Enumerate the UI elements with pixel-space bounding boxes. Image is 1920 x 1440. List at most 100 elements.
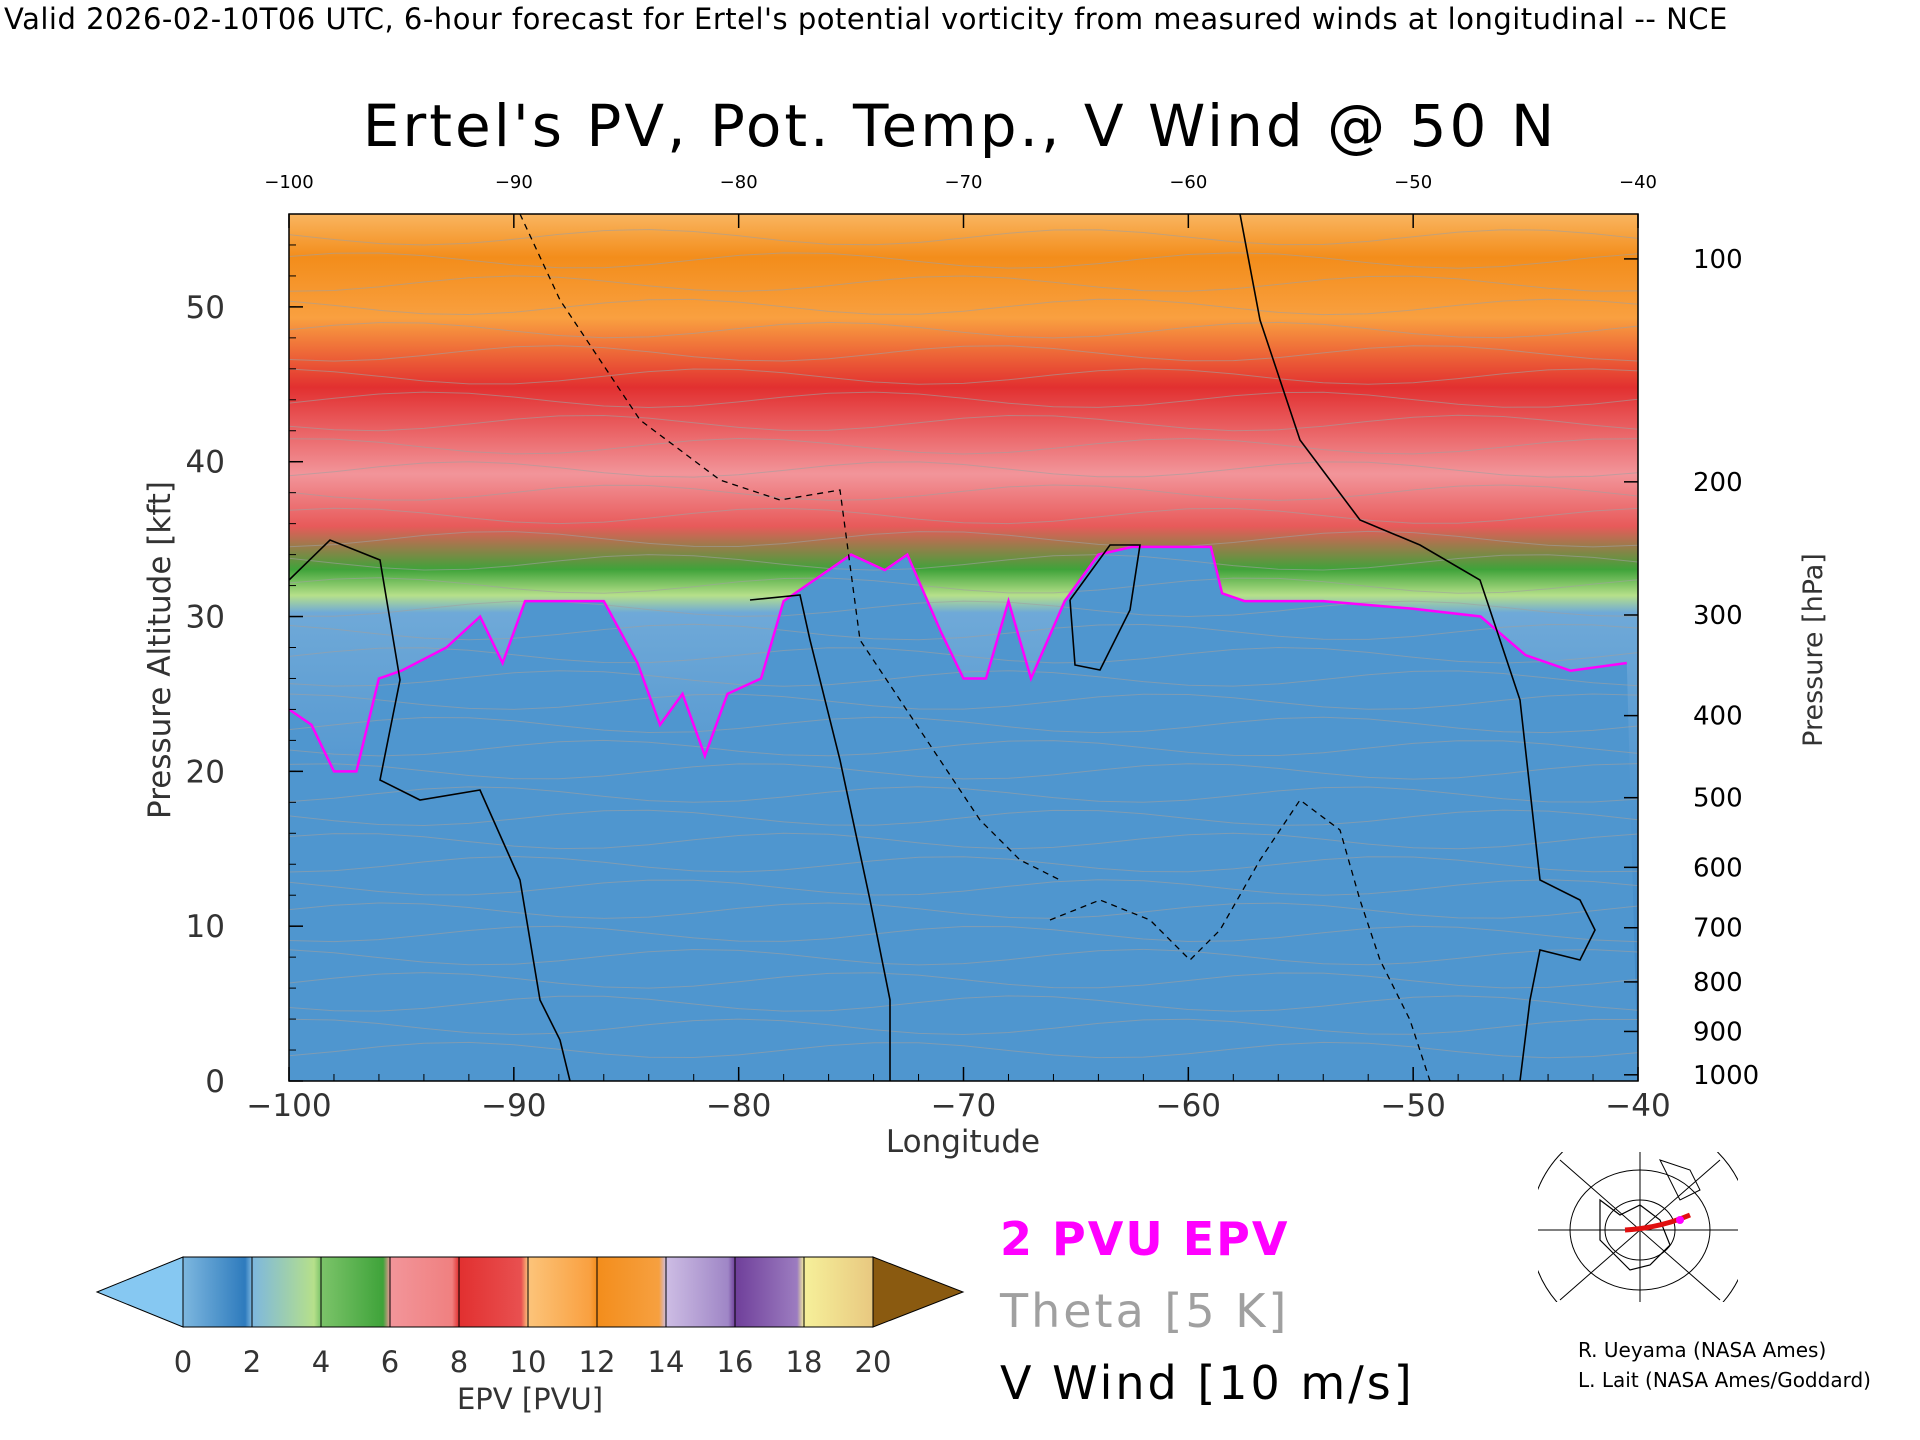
axis-tick-labels: −100 −90 −80 −70 −60 −50 −40 −100 −90 −80 −70 −60 −5…: [186, 172, 1760, 1124]
x-top-tick-label-0: −100: [264, 172, 313, 193]
pressure-tick-label-5: 600: [1693, 853, 1743, 883]
wind-contour-neg-a: [519, 214, 1061, 881]
theta-contour-line: [289, 832, 1638, 850]
wind-contour-0-b: [749, 594, 891, 1081]
x-tick-label-6: −40: [1605, 1088, 1670, 1124]
theta-contour-line: [289, 1018, 1638, 1036]
theta-contour-line: [289, 298, 1638, 316]
theta-contour-line: [289, 414, 1638, 432]
axis-ticks: [288, 213, 1639, 1082]
theta-contour-line: [289, 554, 1638, 571]
x-top-tick-label-3: −70: [945, 172, 983, 193]
stratosphere-fill: [289, 546, 1638, 1081]
plot-title: Ertel's PV, Pot. Temp., V Wind @ 50 N: [362, 92, 1558, 160]
pressure-tick-label-2: 300: [1693, 601, 1743, 631]
pv-2pvu-contour: [289, 545, 1627, 773]
theta-contour-line: [289, 623, 1638, 641]
x-top-tick-label-1: −90: [495, 172, 533, 193]
x-top-tick-label-4: −60: [1169, 172, 1207, 193]
theta-contour-line: [289, 948, 1638, 966]
legend-2pvu: 2 PVU EPV: [1000, 1212, 1290, 1266]
theta-contour-line: [289, 275, 1638, 292]
wind-contour-0-a: [289, 539, 571, 1081]
pressure-tick-label-0: 100: [1693, 245, 1743, 275]
theta-contour-line: [289, 925, 1638, 943]
header-text: Valid 2026-02-10T06 UTC, 6-hour forecast…: [4, 2, 1728, 36]
legend-theta: Theta [5 K]: [1000, 1284, 1290, 1338]
theta-contour-line: [289, 368, 1638, 385]
theta-contour-line: [289, 577, 1638, 594]
theta-contour-line: [289, 391, 1638, 409]
theta-contour-line: [289, 228, 1638, 246]
x-top-tick-label-6: −40: [1619, 172, 1657, 193]
y2-axis-label: Pressure [hPa]: [1798, 553, 1829, 747]
pressure-tick-label-3: 400: [1693, 702, 1743, 732]
y-tick-label-3: 30: [186, 600, 225, 636]
theta-contour-line: [289, 252, 1638, 269]
y-tick-label-5: 50: [186, 290, 225, 326]
y-axis-label: Pressure Altitude [kft]: [142, 481, 178, 819]
colorbar-ticks: 0 2 4 6 8 10 12 14 16 18 20: [174, 1257, 892, 1379]
x-tick-label-5: −50: [1380, 1088, 1445, 1124]
theta-contour-line: [289, 972, 1638, 989]
colorbar-tick-label-9: 18: [786, 1345, 823, 1379]
theta-contour-line: [289, 530, 1638, 548]
pressure-tick-label-4: 500: [1693, 784, 1743, 814]
pressure-tick-label-7: 800: [1693, 968, 1743, 998]
colorbar-over-arrow: [872, 1256, 965, 1328]
wind-contour-0-c: [1239, 214, 1596, 1081]
theta-contour-line: [289, 809, 1638, 827]
pressure-tick-label-9: 1000: [1693, 1061, 1759, 1091]
theta-contour-line: [289, 1041, 1638, 1059]
theta-contour-line: [289, 855, 1638, 873]
wind-contour-neg-b: [1049, 799, 1431, 1081]
colorbar-tick-label-10: 20: [855, 1345, 892, 1379]
inset-section-line: [1624, 1212, 1691, 1233]
colorbar-tick-label-0: 0: [174, 1345, 192, 1379]
theta-contour-line: [289, 437, 1638, 455]
wind-contour-0-d: [1069, 544, 1141, 671]
pressure-tick-label-6: 700: [1693, 914, 1743, 944]
theta-contour-line: [289, 321, 1638, 339]
x-top-tick-label-2: −80: [720, 172, 758, 193]
y-tick-label-4: 40: [186, 445, 225, 481]
colorbar-under-arrow: [95, 1256, 184, 1328]
field-layer: [289, 214, 1638, 1081]
theta-contour-line: [289, 484, 1638, 501]
theta-contour-line: [289, 786, 1638, 803]
colorbar-label: EPV [PVU]: [456, 1382, 604, 1416]
colorbar-tick-label-1: 2: [243, 1345, 261, 1379]
theta-contour-line: [289, 739, 1638, 757]
theta-contours: [289, 228, 1638, 1059]
pressure-tick-label-1: 200: [1693, 468, 1743, 498]
colorbar-tick-label-2: 4: [312, 1345, 330, 1379]
pressure-tick-label-8: 900: [1693, 1017, 1743, 1047]
theta-contour-line: [289, 879, 1638, 896]
x-tick-label-1: −90: [481, 1088, 546, 1124]
colorbar-tick-label-3: 6: [381, 1345, 399, 1379]
x-tick-label-4: −60: [1156, 1088, 1221, 1124]
y-tick-label-0: 0: [205, 1064, 225, 1100]
colorbar-tick-label-7: 14: [648, 1345, 685, 1379]
y-tick-label-1: 10: [186, 909, 225, 945]
x-tick-label-3: −70: [931, 1088, 996, 1124]
theta-contour-line: [289, 763, 1638, 780]
colorbar-tick-label-8: 16: [717, 1345, 754, 1379]
theta-contour-line: [289, 646, 1638, 664]
legend-vwind: V Wind [10 m/s]: [1000, 1356, 1415, 1410]
credit-line-1: R. Ueyama (NASA Ames): [1578, 1338, 1827, 1362]
x-axis-label: Longitude: [886, 1124, 1040, 1160]
theta-contour-line: [289, 345, 1638, 362]
theta-contour-line: [289, 716, 1638, 734]
colorbar-tick-label-4: 8: [450, 1345, 468, 1379]
colorbar: 0 2 4 6 8 10 12 14 16 18 20: [95, 1256, 965, 1379]
inset-marker: [1676, 1216, 1684, 1224]
theta-contour-line: [289, 461, 1638, 478]
theta-contour-line: [289, 670, 1638, 687]
colorbar-tick-label-6: 12: [579, 1345, 616, 1379]
theta-contour-line: [289, 600, 1638, 618]
x-tick-label-2: −80: [706, 1088, 771, 1124]
colorbar-tick-label-5: 10: [510, 1345, 547, 1379]
y-tick-label-2: 20: [186, 754, 225, 790]
